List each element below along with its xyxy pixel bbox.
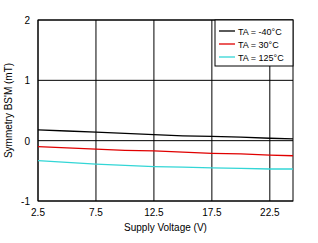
x-axis-label: Supply Voltage (V) [124,222,207,233]
series-line [38,161,293,169]
x-tick-label: 7.5 [89,207,103,218]
legend-swatch [219,56,235,57]
x-grid-line [211,20,212,201]
y-tick-label: 1 [24,75,30,86]
chart: 2.5 7.5 12.5 17.5 22.5 -1 0 1 2 TA = -40°C TA = 30… [0,0,318,243]
y-tick-label: 2 [24,15,30,26]
legend-label: TA = 125°C [238,53,284,63]
x-grid-line [153,20,154,201]
y-axis-label: Symmetry BS'M (mT) [3,63,14,158]
y-grid-line [38,80,293,81]
y-tick-label: -1 [21,196,30,207]
y-grid-line [38,140,293,141]
legend-swatch [219,30,235,31]
plot-frame [38,20,293,201]
x-tick-label: 2.5 [31,207,45,218]
legend-label: TA = -40°C [238,27,282,37]
y-tick-label: 0 [24,136,30,147]
legend-box [215,20,293,66]
x-tick-label: 12.5 [144,207,164,218]
legend-swatch [219,43,235,44]
x-tick-label: 17.5 [202,207,222,218]
legend-label: TA = 30°C [238,40,279,50]
x-grid-line [95,20,96,201]
series-group [38,130,293,169]
series-line [38,147,293,156]
series-line [38,130,293,139]
x-tick-label: 22.5 [260,207,280,218]
